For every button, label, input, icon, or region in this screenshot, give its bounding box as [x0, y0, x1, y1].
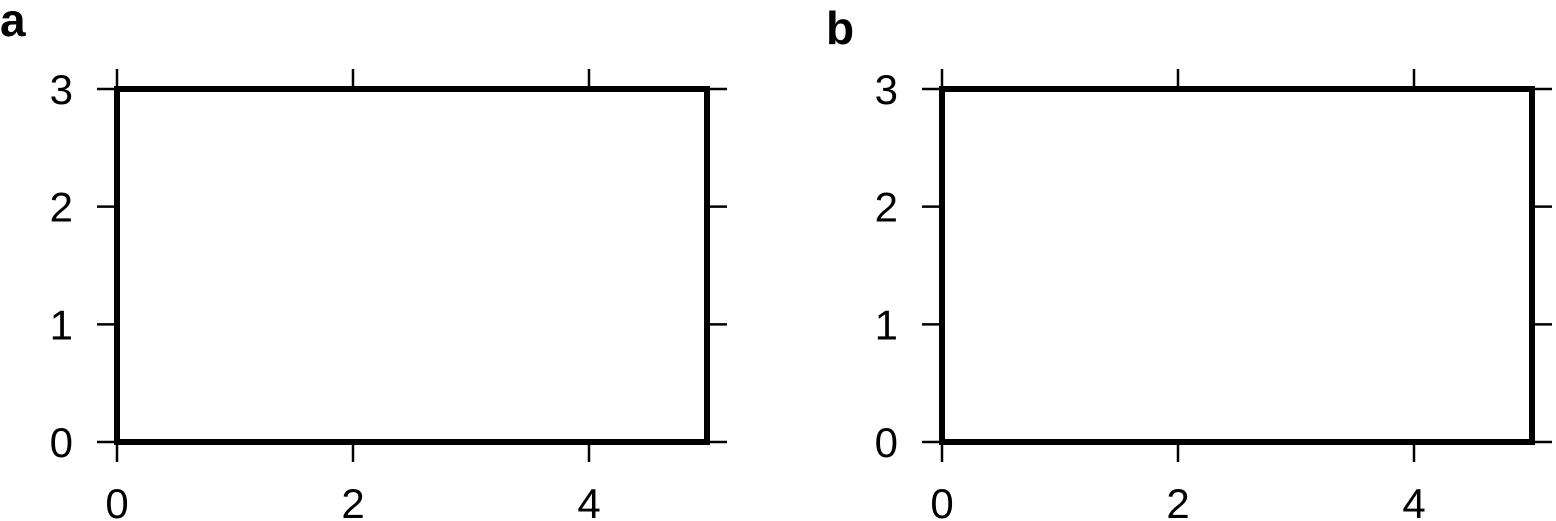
y-tick-label: 1: [875, 301, 898, 348]
panel-label: a: [0, 0, 26, 46]
x-tick-label: 2: [341, 480, 364, 521]
panel-a: a 0 2 4 0 1 2 3: [0, 0, 727, 521]
x-tick-label: 2: [1166, 480, 1189, 521]
y-tick-label: 2: [875, 184, 898, 231]
plot-frame: [939, 86, 1535, 445]
y-tick-label: 2: [50, 184, 73, 231]
panel-b: b 0 2 4 0 1 2 3: [826, 2, 1552, 521]
panel-label: b: [826, 2, 854, 54]
y-tick-label: 3: [875, 66, 898, 113]
y-tick-label: 1: [50, 301, 73, 348]
x-tick-label: 4: [1402, 480, 1425, 521]
y-tick-label: 0: [50, 419, 73, 466]
x-tick-label: 0: [930, 480, 953, 521]
x-tick-label: 4: [577, 480, 600, 521]
y-tick-label: 0: [875, 419, 898, 466]
y-tick-label: 3: [50, 66, 73, 113]
x-tick-label: 0: [105, 480, 128, 521]
plot-frame: [114, 86, 710, 445]
